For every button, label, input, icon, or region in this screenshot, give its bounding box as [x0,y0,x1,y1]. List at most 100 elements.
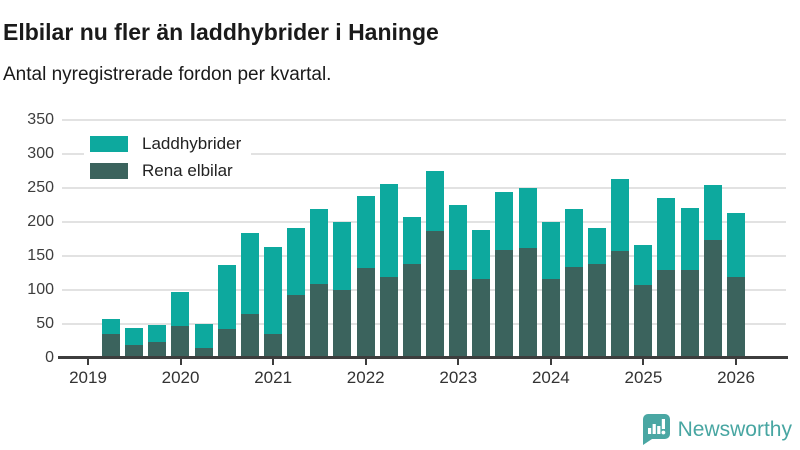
bar-segment-laddhybrider-2023-q1 [449,205,468,270]
bar-segment-rena-elbilar-2024-q3 [588,264,606,358]
gridline-200 [62,220,786,223]
gridline-150 [62,254,786,257]
y-axis-label-50: 50 [36,314,54,332]
bar-segment-rena-elbilar-2025-q3 [680,270,699,358]
bar-segment-rena-elbilar-2022-q2 [379,277,398,358]
newsworthy-logo-icon [640,413,671,446]
legend-item-laddhybrider: Laddhybrider [84,132,252,156]
y-axis-label-350: 350 [27,110,54,128]
bar-segment-laddhybrider-2022-q1 [356,196,375,269]
y-axis-label-300: 300 [27,144,54,162]
bar-segment-laddhybrider-2025-q4 [703,184,722,240]
x-axis-line [58,356,788,359]
bar-segment-laddhybrider-2022-q2 [379,184,398,278]
bar-segment-laddhybrider-2019-q4 [148,324,167,342]
bar-segment-laddhybrider-2021-q1 [264,246,282,334]
bar-segment-rena-elbilar-2021-q4 [333,289,352,358]
bar-segment-rena-elbilar-2020-q3 [217,328,236,358]
bar-segment-laddhybrider-2020-q1 [171,291,190,327]
bar-segment-laddhybrider-2024-q1 [541,222,560,279]
x-axis-label-2019: 2019 [69,367,107,387]
x-axis-tick-2021 [272,359,275,365]
x-axis-tick-2019 [87,359,89,365]
y-axis-label-150: 150 [27,246,54,264]
page-title: Elbilar nu fler än laddhybrider i Haning… [3,19,439,46]
x-axis-label-2021: 2021 [254,367,293,387]
legend-swatch [90,136,128,152]
bar-segment-laddhybrider-2022-q4 [426,170,444,232]
bar-segment-rena-elbilar-2022-q1 [356,268,375,358]
newsworthy-logo[interactable]: Newsworthy [640,413,792,446]
y-axis-label-100: 100 [27,280,54,298]
bar-segment-rena-elbilar-2021-q2 [287,294,306,358]
x-axis-tick-2023 [457,359,460,365]
x-axis-label-2024: 2024 [531,367,570,387]
bar-segment-laddhybrider-2020-q3 [217,265,236,329]
x-axis-tick-2020 [179,359,182,365]
gridline-250 [62,186,786,189]
bar-segment-rena-elbilar-2025-q1 [634,285,653,358]
bar-segment-rena-elbilar-2021-q1 [264,333,282,358]
x-axis-label-2025: 2025 [624,367,663,387]
bar-segment-rena-elbilar-2023-q1 [449,269,468,358]
x-axis-label-2020: 2020 [161,367,200,387]
bar-segment-laddhybrider-2023-q2 [472,229,491,280]
bar-segment-laddhybrider-2024-q3 [588,227,606,265]
bar-segment-laddhybrider-2025-q3 [680,207,699,271]
chart-legend: Laddhybrider Rena elbilar [84,132,252,183]
x-axis-label-2026: 2026 [717,367,755,387]
bar-segment-rena-elbilar-2022-q4 [426,231,444,358]
bar-segment-rena-elbilar-2024-q1 [541,278,560,358]
x-axis-label-2023: 2023 [439,367,478,387]
bar-segment-laddhybrider-2024-q2 [564,209,583,268]
bar-segment-rena-elbilar-2020-q4 [240,313,259,358]
chart-subtitle: Antal nyregistrerade fordon per kvartal. [3,64,332,85]
bar-segment-laddhybrider-2025-q1 [634,244,653,286]
y-axis-label-0: 0 [45,348,54,366]
bar-segment-laddhybrider-2021-q2 [287,228,306,295]
x-axis-tick-2022 [364,359,367,365]
bar-segment-rena-elbilar-2019-q4 [148,341,167,358]
bar-segment-rena-elbilar-2022-q3 [402,263,421,358]
bar-segment-rena-elbilar-2021-q3 [310,284,329,358]
newsworthy-logo-text: Newsworthy [677,417,792,441]
bar-segment-rena-elbilar-2024-q2 [564,267,583,358]
bar-segment-rena-elbilar-2019-q3 [125,345,144,358]
bar-segment-laddhybrider-2024-q4 [611,179,630,251]
x-axis-label-2022: 2022 [346,367,385,387]
bar-segment-rena-elbilar-2023-q4 [518,248,537,358]
bar-segment-rena-elbilar-2025-q2 [657,269,676,358]
gridline-300 [62,152,786,155]
gridline-350 [62,118,786,121]
legend-swatch [90,163,128,179]
bar-segment-laddhybrider-2020-q2 [194,323,213,348]
bar-segment-laddhybrider-2019-q2 [102,318,120,335]
bar-segment-rena-elbilar-2026-q1 [726,277,745,358]
bar-segment-laddhybrider-2025-q2 [657,198,676,270]
y-axis-label-200: 200 [27,212,54,230]
bar-segment-rena-elbilar-2019-q2 [102,334,120,358]
x-axis-tick-2026 [735,359,737,365]
bar-segment-rena-elbilar-2025-q4 [703,239,722,358]
bar-segment-rena-elbilar-2024-q4 [611,250,630,358]
bar-segment-rena-elbilar-2020-q1 [171,326,190,358]
legend-label: Rena elbilar [142,161,233,180]
bar-segment-laddhybrider-2019-q3 [125,327,144,346]
bar-segment-rena-elbilar-2023-q3 [495,250,514,358]
bar-segment-laddhybrider-2021-q4 [333,221,352,290]
y-axis-label-250: 250 [27,178,54,196]
bar-segment-laddhybrider-2021-q3 [310,209,329,285]
legend-item-rena-elbilar: Rena elbilar [84,159,252,183]
x-axis-tick-2025 [642,359,645,365]
gridline-100 [62,288,786,291]
bar-segment-laddhybrider-2022-q3 [402,217,421,264]
bar-segment-laddhybrider-2023-q3 [495,192,514,251]
x-axis-tick-2024 [549,359,552,365]
bar-segment-laddhybrider-2023-q4 [518,187,537,249]
bar-segment-rena-elbilar-2020-q2 [194,347,213,358]
bar-segment-laddhybrider-2020-q4 [240,233,259,314]
bar-segment-rena-elbilar-2023-q2 [472,279,491,358]
legend-label: Laddhybrider [142,134,242,153]
bar-segment-laddhybrider-2026-q1 [726,212,745,278]
